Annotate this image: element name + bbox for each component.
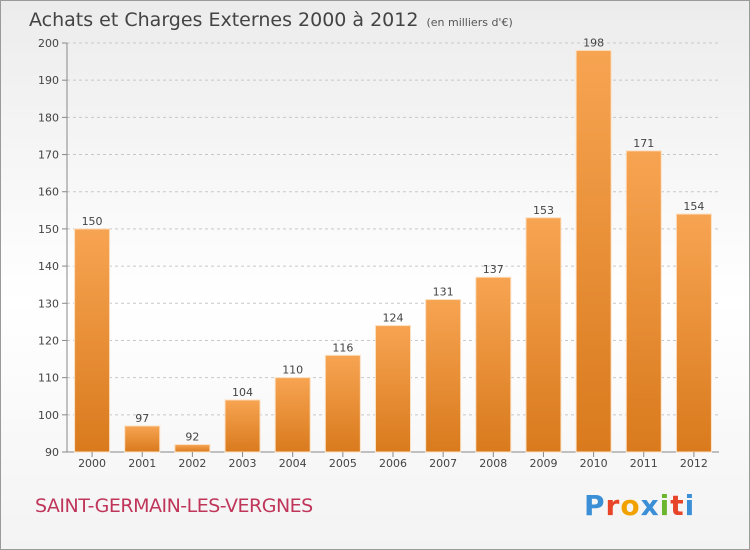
bar (525, 217, 562, 453)
x-tick-label: 2004 (279, 457, 307, 470)
logo-letter: i (684, 489, 696, 522)
bar (124, 425, 161, 453)
bar-value-label: 104 (232, 386, 253, 399)
chart-title-text: Achats et Charges Externes 2000 à 2012 (29, 9, 419, 31)
bar (425, 299, 462, 453)
bar (224, 399, 261, 453)
y-tick-label: 100 (38, 409, 59, 422)
bar (74, 228, 111, 453)
x-tick-label: 2009 (529, 457, 557, 470)
y-tick-label: 160 (38, 186, 59, 199)
bar (625, 150, 662, 453)
y-tick-label: 150 (38, 223, 59, 236)
x-tick-label: 2001 (128, 457, 156, 470)
bar (675, 213, 712, 453)
bar-value-label: 131 (433, 286, 454, 299)
bar-value-label: 92 (185, 431, 199, 444)
bar-value-label: 154 (683, 200, 704, 213)
chart-unit: (en milliers d'€) (426, 16, 513, 29)
bar (324, 354, 361, 453)
proxiti-logo: Proxiti (584, 489, 695, 522)
y-tick-label: 180 (38, 111, 59, 124)
bar-value-label: 150 (82, 215, 103, 228)
x-tick-label: 2006 (379, 457, 407, 470)
bar (475, 276, 512, 453)
x-tick-label: 2011 (630, 457, 658, 470)
x-tick-label: 2002 (178, 457, 206, 470)
y-tick-label: 90 (45, 446, 59, 459)
x-tick-label: 2010 (580, 457, 608, 470)
y-tick-label: 140 (38, 260, 59, 273)
bar (174, 444, 211, 453)
logo-letter: x (640, 489, 660, 522)
x-tick-label: 2007 (429, 457, 457, 470)
y-tick-label: 110 (38, 372, 59, 385)
bar-value-label: 110 (282, 364, 303, 377)
bar (375, 325, 411, 453)
bar (274, 377, 311, 453)
logo-letter: o (620, 489, 641, 522)
x-tick-label: 2005 (329, 457, 357, 470)
x-tick-label: 2000 (78, 457, 106, 470)
bar (575, 49, 612, 453)
logo-letter: r (605, 489, 621, 522)
logo-letter: P (584, 489, 606, 522)
y-tick-label: 170 (38, 149, 59, 162)
chart-title: Achats et Charges Externes 2000 à 2012 (e… (29, 9, 513, 31)
logo-letter: t (670, 489, 685, 522)
bar-value-label: 97 (135, 412, 149, 425)
x-tick-label: 2003 (229, 457, 257, 470)
commune-name: SAINT-GERMAIN-LES-VERGNES (35, 495, 313, 517)
bar-value-label: 137 (483, 263, 504, 276)
x-tick-label: 2012 (680, 457, 708, 470)
y-tick-label: 130 (38, 297, 59, 310)
y-tick-label: 120 (38, 334, 59, 347)
bar-value-label: 124 (383, 312, 404, 325)
bar-value-label: 153 (533, 204, 554, 217)
y-tick-label: 200 (38, 37, 59, 50)
logo-letter: i (659, 489, 671, 522)
bar-value-label: 198 (583, 36, 604, 49)
bar-value-label: 116 (332, 341, 353, 354)
bar-value-label: 171 (633, 137, 654, 150)
y-tick-label: 190 (38, 74, 59, 87)
x-tick-label: 2008 (479, 457, 507, 470)
